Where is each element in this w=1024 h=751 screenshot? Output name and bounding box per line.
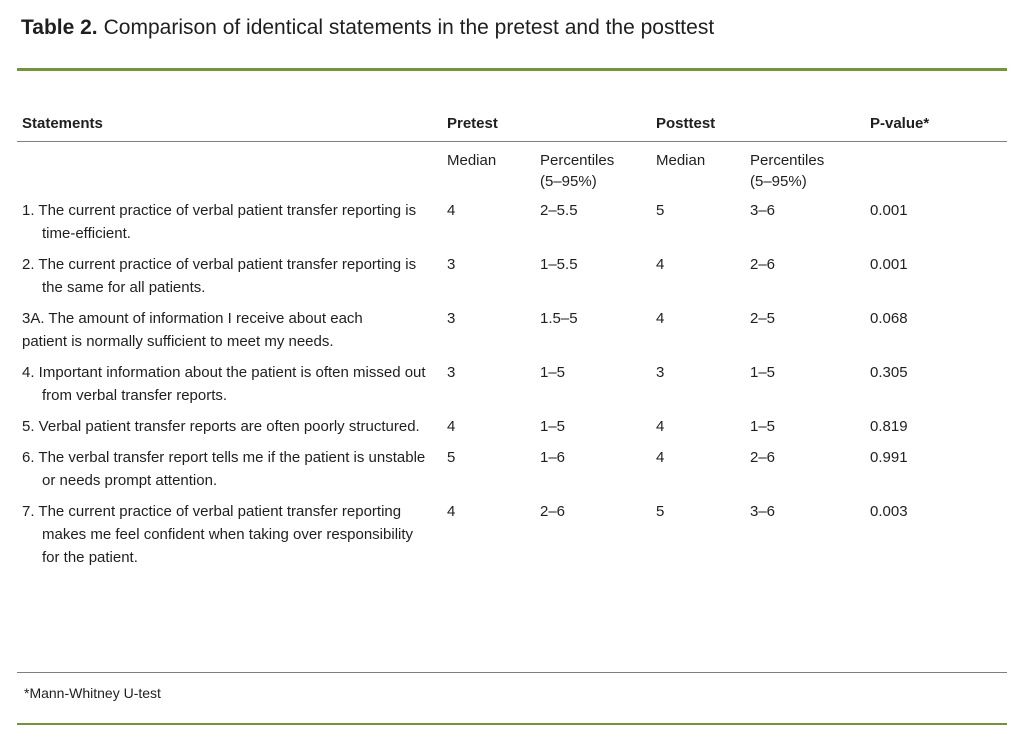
pretest-percentiles-cell: 2–6 xyxy=(540,503,566,520)
subheader-spacer xyxy=(870,150,1007,192)
posttest-median-cell: 4 xyxy=(656,310,665,327)
p-value-cell: 0.819 xyxy=(870,418,908,435)
pretest-percentiles-cell: 1.5–5 xyxy=(540,310,578,327)
header-pretest: Pretest xyxy=(447,115,498,132)
header-divider xyxy=(17,141,1007,142)
pretest-median-cell: 4 xyxy=(447,503,456,520)
posttest-percentiles-cell: 2–6 xyxy=(750,449,776,466)
table-caption-text: Comparison of identical statements in th… xyxy=(103,16,715,39)
pretest-percentiles-cell: 1–5 xyxy=(540,418,566,435)
posttest-median-cell: 4 xyxy=(656,449,665,466)
statement-cell: 4. Important information about the patie… xyxy=(22,364,426,404)
table-footnote: *Mann-Whitney U-test xyxy=(24,685,161,701)
posttest-percentiles-cell: 1–5 xyxy=(750,364,776,381)
p-value-cell: 0.001 xyxy=(870,202,908,219)
p-value-cell: 0.001 xyxy=(870,256,908,273)
table-caption-label: Table 2. xyxy=(21,16,98,39)
posttest-percentiles-cell: 1–5 xyxy=(750,418,776,435)
statement-cell: 5. Verbal patient transfer reports are o… xyxy=(22,418,420,435)
header-statements: Statements xyxy=(22,115,103,132)
subheader-spacer xyxy=(22,150,447,192)
pretest-median-cell: 5 xyxy=(447,449,456,466)
table-subheader-row: Median Percentiles (5–95%) Median Percen… xyxy=(17,150,1007,192)
statement-cell: 7. The current practice of verbal patien… xyxy=(22,503,414,566)
statement-cell: 3A. The amount of information I receive … xyxy=(22,310,363,350)
subheader-posttest-median: Median xyxy=(656,152,706,169)
pretest-median-cell: 3 xyxy=(447,364,456,381)
p-value-cell: 0.305 xyxy=(870,364,908,381)
posttest-median-cell: 3 xyxy=(656,364,665,381)
subheader-pretest-percentiles: Percentiles (5–95%) xyxy=(540,152,615,190)
table-row: 6. The verbal transfer report tells me i… xyxy=(17,446,1007,492)
table-row: 3A. The amount of information I receive … xyxy=(17,307,1007,353)
table-caption: Table 2. Comparison of identical statemen… xyxy=(21,13,1007,43)
p-value-cell: 0.991 xyxy=(870,449,908,466)
p-value-cell: 0.003 xyxy=(870,503,908,520)
footer-divider xyxy=(17,672,1007,673)
pretest-median-cell: 4 xyxy=(447,202,456,219)
posttest-percentiles-cell: 3–6 xyxy=(750,202,776,219)
table-body: 1. The current practice of verbal patien… xyxy=(17,199,1007,569)
table-row: 4. Important information about the patie… xyxy=(17,361,1007,407)
pretest-percentiles-cell: 1–6 xyxy=(540,449,566,466)
posttest-median-cell: 5 xyxy=(656,202,665,219)
table-row: 1. The current practice of verbal patien… xyxy=(17,199,1007,245)
table-row: 7. The current practice of verbal patien… xyxy=(17,500,1007,569)
subheader-posttest-percentiles: Percentiles (5–95%) xyxy=(750,152,825,190)
pretest-percentiles-cell: 2–5.5 xyxy=(540,202,578,219)
posttest-median-cell: 4 xyxy=(656,418,665,435)
statement-cell: 1. The current practice of verbal patien… xyxy=(22,202,417,242)
table-row: 5. Verbal patient transfer reports are o… xyxy=(17,415,1007,438)
statement-cell: 2. The current practice of verbal patien… xyxy=(22,256,417,296)
pretest-percentiles-cell: 1–5.5 xyxy=(540,256,578,273)
table-header-row: Statements Pretest Posttest P-value* xyxy=(17,114,1007,134)
pretest-median-cell: 4 xyxy=(447,418,456,435)
header-posttest: Posttest xyxy=(656,115,716,132)
posttest-median-cell: 5 xyxy=(656,503,665,520)
header-p-value: P-value* xyxy=(870,115,930,132)
pretest-median-cell: 3 xyxy=(447,256,456,273)
posttest-percentiles-cell: 3–6 xyxy=(750,503,776,520)
p-value-cell: 0.068 xyxy=(870,310,908,327)
subheader-pretest-median: Median xyxy=(447,152,497,169)
bottom-divider xyxy=(17,723,1007,725)
posttest-percentiles-cell: 2–5 xyxy=(750,310,776,327)
posttest-median-cell: 4 xyxy=(656,256,665,273)
statement-cell: 6. The verbal transfer report tells me i… xyxy=(22,449,426,489)
pretest-median-cell: 3 xyxy=(447,310,456,327)
top-divider xyxy=(17,68,1007,71)
posttest-percentiles-cell: 2–6 xyxy=(750,256,776,273)
pretest-percentiles-cell: 1–5 xyxy=(540,364,566,381)
table-row: 2. The current practice of verbal patien… xyxy=(17,253,1007,299)
